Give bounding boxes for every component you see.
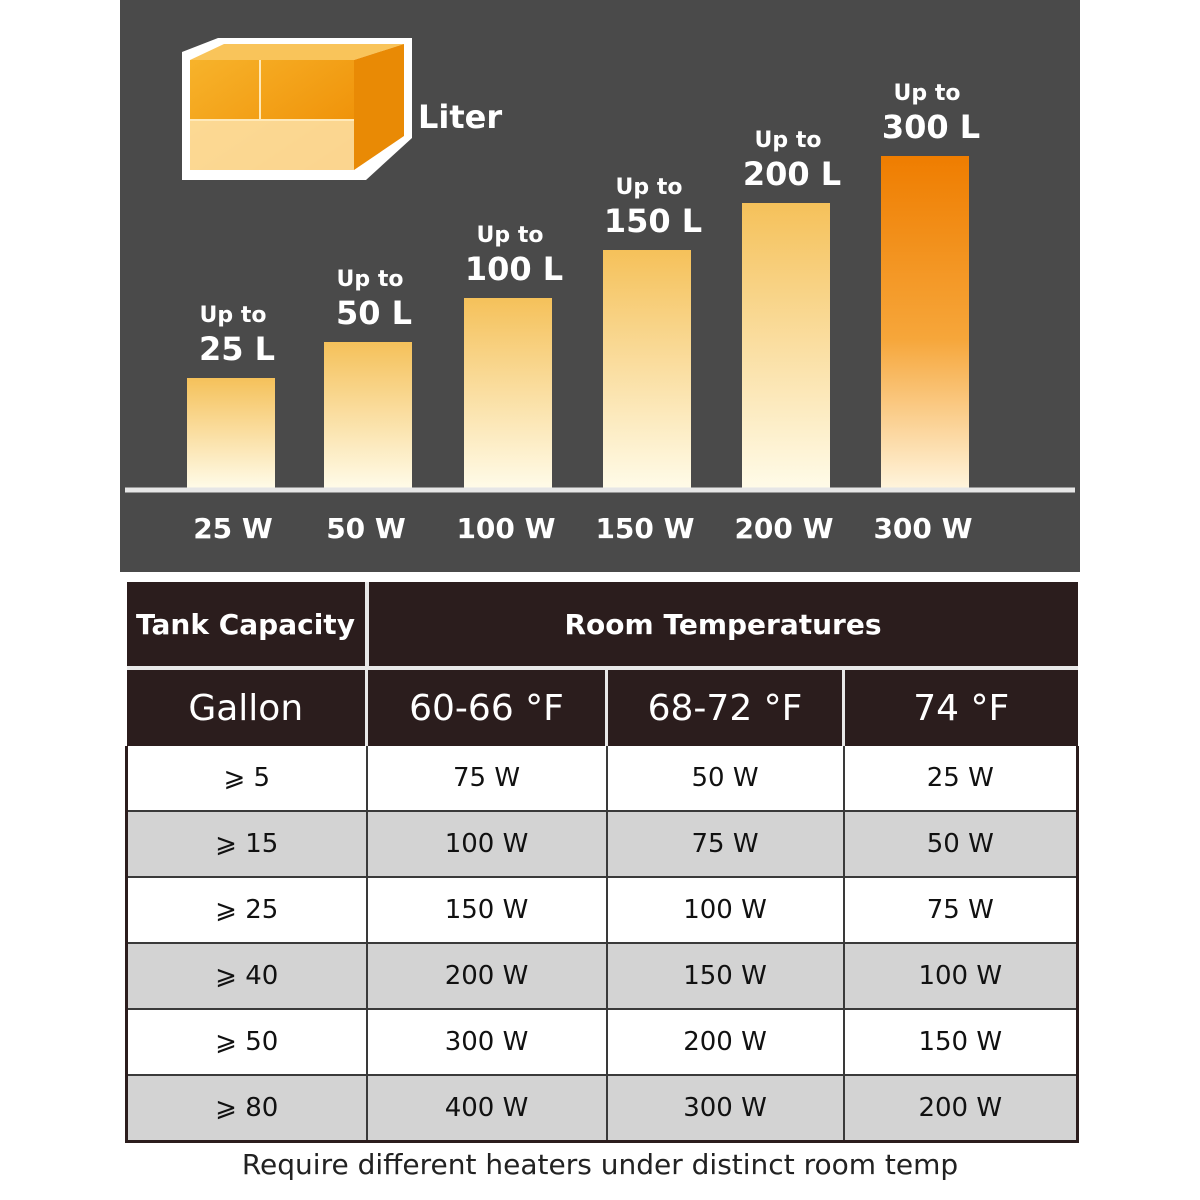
- bar-prefix-label: Up to: [477, 223, 544, 248]
- tank-capacity-header: Tank Capacity: [126, 582, 369, 670]
- bar-value-label: 100 L: [465, 250, 563, 288]
- gallon-header: Gallon: [126, 668, 368, 746]
- watt-cell: 100 W: [366, 811, 608, 878]
- unit-label: Liter: [418, 98, 502, 136]
- watt-cell: 300 W: [366, 1009, 608, 1076]
- temp-column-header: 74 °F: [843, 668, 1078, 746]
- bar-prefix-label: Up to: [894, 81, 961, 106]
- category-label: 25 W: [193, 512, 273, 545]
- watt-cell: 150 W: [366, 877, 608, 944]
- bar-prefix-label: Up to: [200, 303, 267, 328]
- watt-cell: 100 W: [843, 943, 1079, 1010]
- table-row: ⩾ 5 75 W 50 W 25 W: [125, 746, 1079, 812]
- table-row: ⩾ 15 100 W 75 W 50 W: [125, 811, 1079, 878]
- bar-prefix-label: Up to: [755, 128, 822, 153]
- watt-cell: 75 W: [606, 811, 845, 878]
- bar-value-label: 25 L: [199, 330, 275, 368]
- bar: [464, 298, 552, 488]
- watt-cell: 150 W: [606, 943, 845, 1010]
- watt-cell: 200 W: [606, 1009, 845, 1076]
- gallon-cell: ⩾ 5: [125, 746, 368, 812]
- watt-cell: 75 W: [366, 746, 608, 812]
- gallon-cell: ⩾ 15: [125, 811, 368, 878]
- table-row: ⩾ 25 150 W 100 W 75 W: [125, 877, 1079, 944]
- table-row: ⩾ 80 400 W 300 W 200 W: [125, 1075, 1079, 1143]
- gallon-cell: ⩾ 40: [125, 943, 368, 1010]
- bar: [881, 156, 969, 488]
- bar: [324, 342, 412, 488]
- gallon-cell: ⩾ 25: [125, 877, 368, 944]
- category-label: 300 W: [873, 512, 972, 545]
- footnote: Require different heaters under distinct…: [241, 1148, 959, 1181]
- table-row: ⩾ 50 300 W 200 W 150 W: [125, 1009, 1079, 1076]
- watt-cell: 400 W: [366, 1075, 608, 1143]
- category-label: 50 W: [326, 512, 406, 545]
- watt-cell: 50 W: [606, 746, 845, 812]
- watt-cell: 300 W: [606, 1075, 845, 1143]
- room-temperatures-header: Room Temperatures: [366, 582, 1078, 670]
- chart-panel: Liter Up to 25 L 25 W Up to 50 L 50 W Up to 100…: [120, 0, 1080, 572]
- bar: [603, 250, 691, 488]
- gallon-cell: ⩾ 80: [125, 1075, 368, 1143]
- watt-cell: 150 W: [843, 1009, 1079, 1076]
- watt-cell: 200 W: [843, 1075, 1079, 1143]
- bar-value-label: 300 L: [882, 108, 980, 146]
- bar: [742, 203, 830, 488]
- table-row: ⩾ 40 200 W 150 W 100 W: [125, 943, 1079, 1010]
- watt-cell: 50 W: [843, 811, 1079, 878]
- temp-column-header: 68-72 °F: [606, 668, 845, 746]
- bar-prefix-label: Up to: [337, 267, 404, 292]
- bar-value-label: 200 L: [743, 155, 841, 193]
- bar-value-label: 50 L: [336, 294, 412, 332]
- bar-value-label: 150 L: [604, 202, 702, 240]
- watt-cell: 75 W: [843, 877, 1079, 944]
- bar: [187, 378, 275, 488]
- gallon-cell: ⩾ 50: [125, 1009, 368, 1076]
- watt-cell: 200 W: [366, 943, 608, 1010]
- category-label: 150 W: [595, 512, 694, 545]
- category-label: 200 W: [734, 512, 833, 545]
- category-label: 100 W: [456, 512, 555, 545]
- bar-prefix-label: Up to: [616, 175, 683, 200]
- temp-column-header: 60-66 °F: [366, 668, 608, 746]
- tank-icon: [182, 38, 412, 180]
- watt-cell: 25 W: [843, 746, 1079, 812]
- wattage-table: Tank Capacity Room Temperatures Gallon 6…: [125, 582, 1079, 1143]
- watt-cell: 100 W: [606, 877, 845, 944]
